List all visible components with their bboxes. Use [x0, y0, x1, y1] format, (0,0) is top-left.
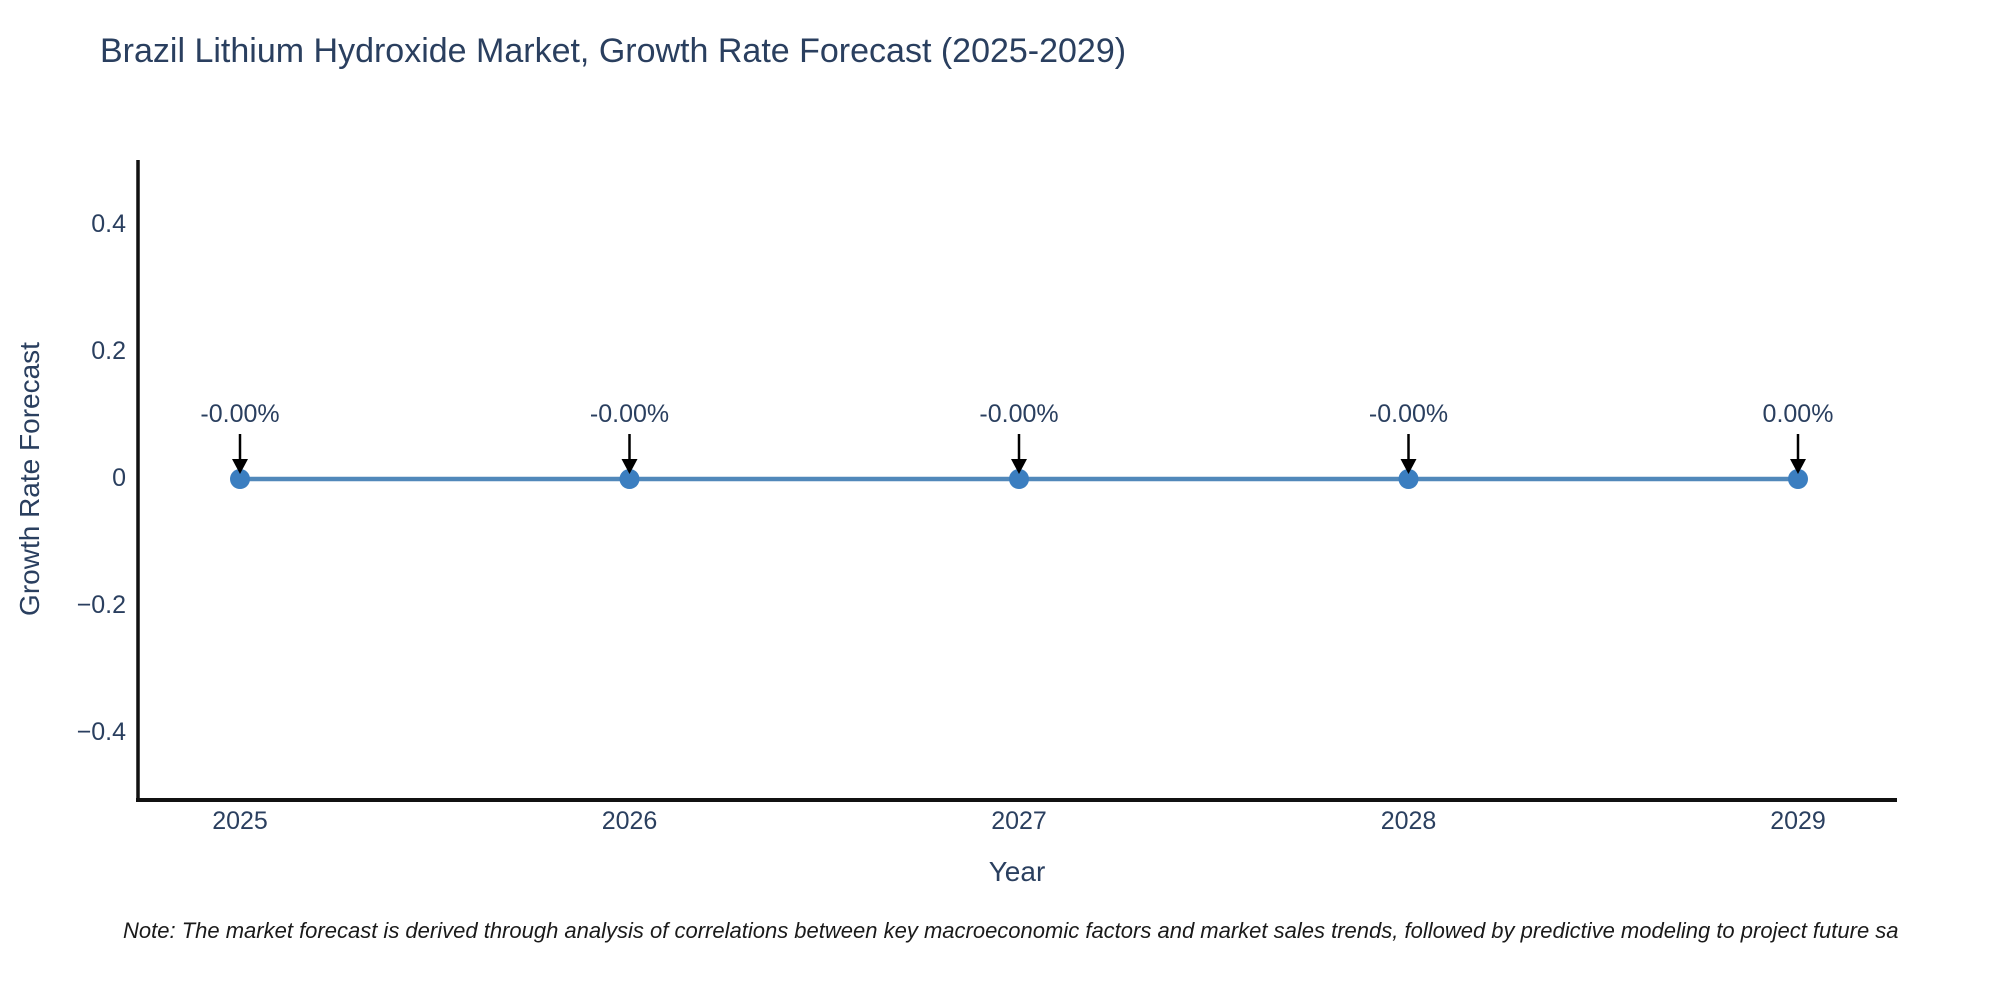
- data-point-annotation-label: -0.00%: [589, 400, 670, 428]
- data-point-marker: [619, 469, 640, 489]
- data-point-annotation-label: 0.00%: [1762, 400, 1834, 428]
- note-text: Note: The market forecast is derived thr…: [123, 918, 1899, 943]
- annotation-arrowhead: [1400, 459, 1417, 474]
- x-tick-label: 2029: [1770, 807, 1826, 835]
- y-tick-label: 0.2: [91, 336, 126, 365]
- y-tick-label: −0.4: [76, 718, 126, 747]
- x-tick-label: 2025: [212, 807, 268, 835]
- y-tick-label: 0.4: [91, 209, 126, 238]
- data-point-marker: [230, 469, 250, 489]
- x-axis-title: Year: [988, 856, 1046, 887]
- y-tick-label: 0: [112, 464, 126, 492]
- data-point-marker: [1788, 469, 1808, 489]
- data-point-annotation-label: -0.00%: [200, 400, 280, 428]
- data-point-marker: [1009, 469, 1029, 489]
- annotation-arrowhead: [621, 459, 638, 474]
- annotation-arrowhead: [1011, 459, 1027, 474]
- y-tick-label: −0.2: [76, 591, 126, 620]
- x-tick-label: 2027: [991, 807, 1047, 835]
- annotation-arrowhead: [232, 459, 248, 474]
- x-tick-label: 2026: [601, 807, 658, 835]
- data-point-marker: [1398, 469, 1419, 489]
- x-tick-label: 2028: [1380, 807, 1437, 835]
- data-point-annotation-label: -0.00%: [1368, 400, 1449, 428]
- data-point-annotation-label: -0.00%: [979, 400, 1059, 428]
- annotation-arrowhead: [1790, 459, 1806, 474]
- y-axis-title: Growth Rate Forecast: [14, 342, 45, 616]
- chart-title: Brazil Lithium Hydroxide Market, Growth …: [100, 32, 1127, 70]
